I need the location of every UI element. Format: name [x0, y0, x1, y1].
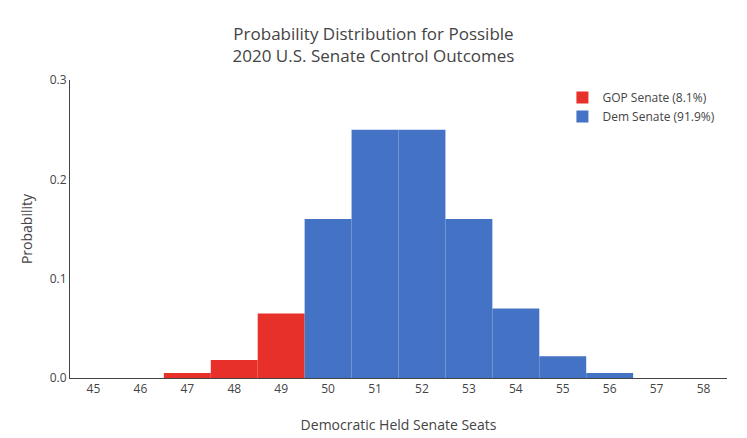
svg-text:53: 53 [462, 380, 476, 397]
svg-text:55: 55 [556, 380, 570, 397]
svg-text:48: 48 [227, 380, 241, 397]
svg-text:0.1: 0.1 [50, 270, 67, 287]
svg-text:47: 47 [180, 380, 194, 397]
svg-text:Probability Distribution for P: Probability Distribution for Possible202… [233, 22, 515, 67]
svg-text:54: 54 [509, 380, 523, 397]
svg-text:56: 56 [603, 380, 617, 397]
svg-text:45: 45 [87, 380, 101, 397]
svg-text:0.3: 0.3 [50, 71, 67, 88]
svg-text:51: 51 [368, 380, 382, 397]
svg-text:Probability: Probability [17, 193, 36, 264]
svg-text:58: 58 [697, 380, 711, 397]
svg-text:49: 49 [274, 380, 288, 397]
svg-text:50: 50 [321, 380, 335, 397]
svg-text:0.0: 0.0 [50, 369, 67, 386]
svg-text:Dem Senate (91.9%): Dem Senate (91.9%) [602, 108, 714, 125]
svg-text:57: 57 [650, 380, 664, 397]
svg-text:Democratic Held Senate Seats: Democratic Held Senate Seats [301, 415, 497, 434]
svg-text:52: 52 [415, 380, 429, 397]
svg-text:GOP Senate (8.1%): GOP Senate (8.1%) [602, 89, 706, 106]
svg-text:0.2: 0.2 [50, 171, 67, 188]
svg-text:46: 46 [134, 380, 148, 397]
